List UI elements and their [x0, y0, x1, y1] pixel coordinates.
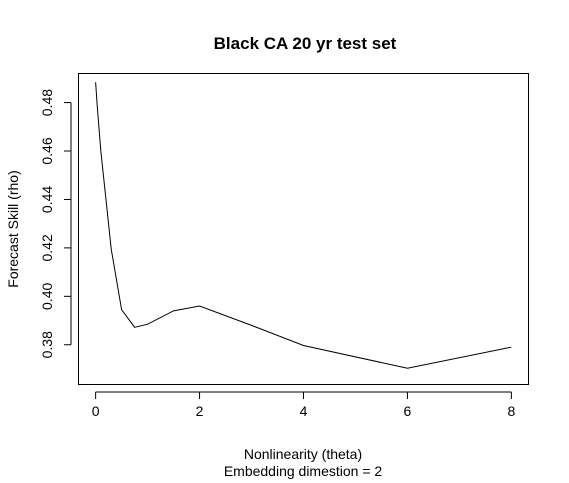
- y-tick-label: 0.38: [39, 331, 55, 358]
- y-axis-title: Forecast Skill (rho): [5, 170, 21, 287]
- y-tick-label: 0.48: [39, 89, 55, 116]
- y-tick-label: 0.46: [39, 137, 55, 164]
- y-tick-label: 0.42: [39, 234, 55, 261]
- y-tick-label: 0.44: [39, 186, 55, 213]
- x-tick-label: 8: [507, 403, 515, 419]
- x-tick-label: 6: [404, 403, 412, 419]
- series-layer: [95, 82, 512, 369]
- x-tick-label: 2: [196, 403, 204, 419]
- y-tick-label: 0.40: [39, 282, 55, 309]
- series-line: [95, 82, 512, 369]
- chart-subtitle: Embedding dimestion = 2: [224, 463, 383, 479]
- chart-title: Black CA 20 yr test set: [214, 34, 397, 53]
- x-tick-label: 0: [92, 403, 100, 419]
- plot-box: [78, 73, 529, 385]
- x-axis-title: Nonlinearity (theta): [244, 446, 362, 462]
- x-tick-label: 4: [300, 403, 308, 419]
- y-axis: 0.38 0.40 0.42 0.44 0.46 0.48: [39, 89, 72, 358]
- x-axis: 0 2 4 6 8: [92, 391, 515, 419]
